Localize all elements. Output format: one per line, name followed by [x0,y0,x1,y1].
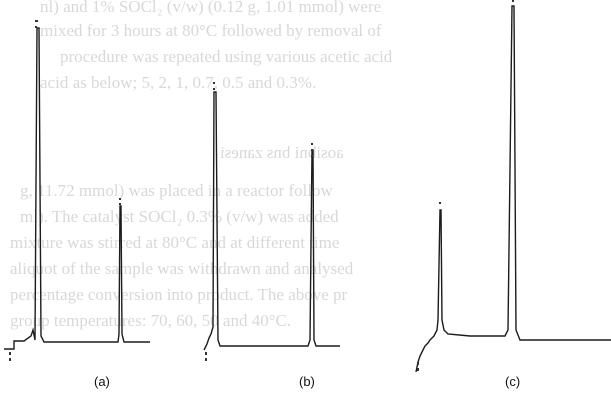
trace-a [4,27,150,350]
peak-marker-a3 [119,198,121,200]
trace-c [415,5,611,373]
peak-marker-b1 [213,82,215,84]
peak-marker-c1 [439,202,441,204]
peak-marker-b3 [311,143,313,145]
panel-label-b: (b) [299,374,315,389]
peak-marker-b4 [311,149,313,151]
bleed-line-13: group temperatures: 70, 60, 50 and 40°C. [10,311,292,330]
panel-label-a: (a) [94,374,110,389]
chromatogram-b [203,82,340,361]
baseline-marker-c1 [417,362,419,365]
bleed-line-9: ml). The catalyst SOCl₂ 0.3% (v/w) was a… [20,207,339,226]
bleed-line-11: aliquot of the sample was withdrawn and … [10,259,354,278]
peak-marker-a1 [35,20,38,22]
panel-label-c: (c) [505,374,521,389]
bleed-line-4: acid as below; 5, 2, 1, 0.7, 0.5 and 0.3… [40,73,317,92]
bleed-line-10: mixture was stirred at 80°C and at diffe… [10,233,340,252]
bleed-line-8: g, 11.72 mmol) was placed in a reactor f… [20,181,333,200]
peak-marker-b2 [213,88,215,90]
baseline-marker-a1 [9,352,11,355]
peak-marker-a2 [35,26,37,28]
bleed-line-2: mixed for 3 hours at 80°C followed by re… [40,21,382,40]
trace-b [203,91,340,351]
peak-marker-a4 [119,203,121,205]
bleed-line-12: percentage conversion into product. The … [10,285,348,304]
baseline-marker-b2 [205,358,207,361]
bleed-line-3: procedure was repeated using various ace… [60,47,393,66]
baseline-marker-c2 [417,368,419,371]
baseline-marker-b1 [205,352,207,355]
bleed-line-1: nl) and 1% SOCl₂ (v/w) (0.12 g, 1.01 mmo… [40,0,382,16]
chromatogram-c [415,0,611,373]
baseline-marker-a2 [9,358,11,361]
chromatogram-a [4,20,150,361]
peak-marker-b5 [311,155,313,157]
peak-marker-c2 [512,0,514,2]
